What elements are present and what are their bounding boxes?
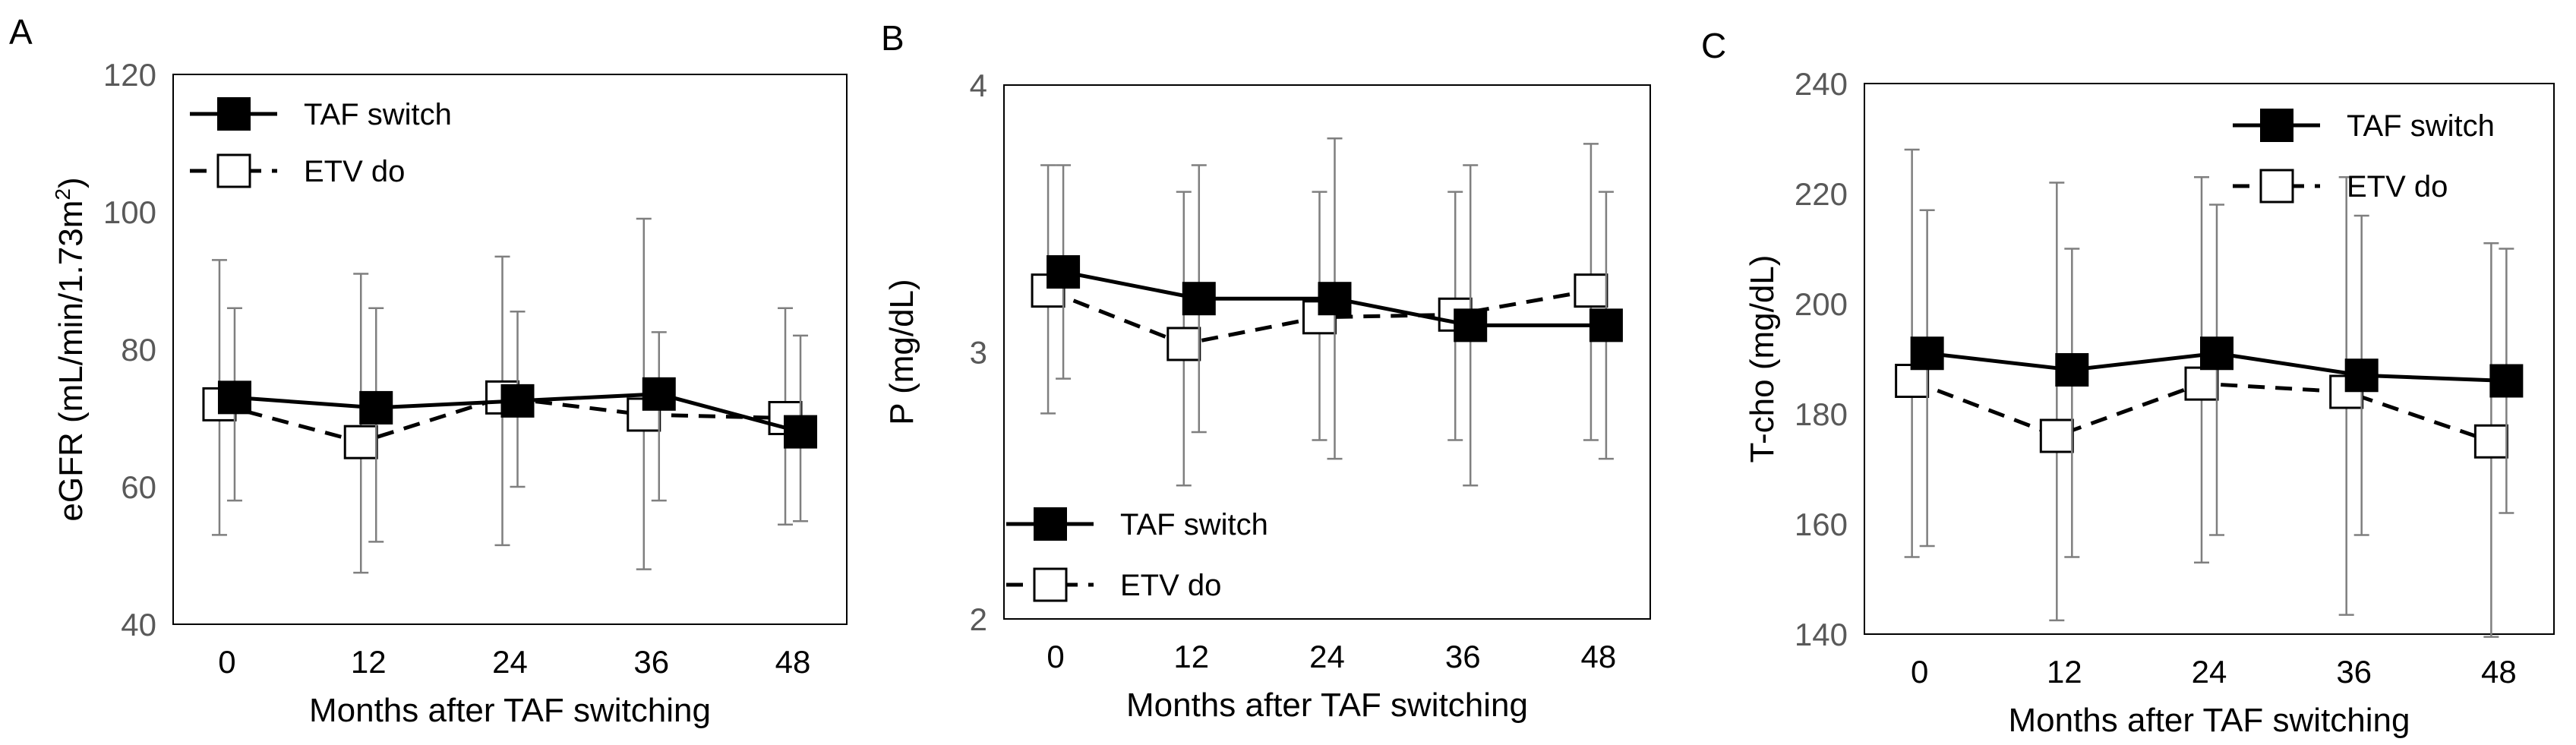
series-line	[219, 395, 786, 444]
y-tick-label: 240	[1795, 66, 1848, 102]
y-axis-title: P (mg/dL)	[883, 279, 920, 425]
legend-marker	[217, 97, 251, 131]
plot-frame	[1003, 84, 1651, 620]
x-axis-title: Months after TAF switching	[2008, 702, 2410, 739]
legend-label: ETV do	[1120, 569, 1221, 602]
x-tick-label: 48	[775, 644, 811, 680]
plot-frame	[172, 74, 848, 625]
data-point	[2344, 358, 2379, 393]
x-tick-label: 12	[2047, 654, 2082, 690]
y-axis-title: T-cho (mg/dL)	[1744, 255, 1781, 463]
data-point	[1589, 308, 1623, 343]
y-axis-title: eGFR (mL/min/1.73m2)	[51, 177, 90, 521]
data-point	[1910, 336, 1944, 371]
legend: TAF switch ETV do	[190, 97, 452, 188]
data-point	[2184, 366, 2219, 401]
y-tick-label: 160	[1795, 507, 1848, 542]
y-tick-label: 120	[103, 57, 156, 93]
y-tick-label: 40	[121, 607, 156, 642]
legend-label: TAF switch	[1120, 508, 1268, 541]
panel-letter-b: B	[881, 18, 904, 58]
legend-label: TAF switch	[304, 98, 452, 131]
panel-letter-c: C	[1701, 26, 1726, 65]
x-tick-label: 12	[1173, 639, 1209, 674]
data-point	[343, 425, 378, 459]
y-tick-label: 3	[970, 335, 987, 371]
legend-marker	[2259, 169, 2294, 204]
chart-panel-c: 140 160 180 200 220 240 0 12 24 36 48 Months after …	[1744, 66, 2555, 739]
series-etv-do	[1895, 148, 2508, 638]
x-tick-label: 24	[492, 644, 528, 680]
legend-item: ETV do	[2233, 169, 2448, 204]
data-point	[784, 415, 818, 449]
data-point	[1574, 273, 1608, 308]
data-point	[1166, 327, 1201, 361]
legend-marker	[1034, 507, 1067, 541]
x-tick-label: 36	[1445, 639, 1481, 674]
data-point	[1318, 282, 1352, 316]
x-tick-label: 24	[1309, 639, 1345, 674]
data-point	[1046, 255, 1081, 289]
x-tick-label: 0	[218, 644, 235, 680]
data-point	[500, 384, 535, 418]
data-point	[642, 377, 676, 411]
y-tick-label: 220	[1795, 176, 1848, 212]
data-point	[1454, 308, 1488, 343]
legend-marker	[216, 153, 251, 188]
series-taf-switch	[1910, 204, 2524, 558]
plot-frame	[1864, 83, 2555, 635]
legend: TAF switch ETV do	[1006, 507, 1268, 602]
x-tick-label: 48	[2481, 654, 2517, 690]
legend-item: TAF switch	[1006, 507, 1268, 541]
legend-label: ETV do	[304, 155, 405, 188]
data-point	[2039, 418, 2074, 453]
x-axis-title: Months after TAF switching	[309, 692, 711, 729]
legend: TAF switch ETV do	[2233, 109, 2495, 204]
legend-item: TAF switch	[190, 97, 452, 131]
x-axis-title: Months after TAF switching	[1126, 687, 1528, 724]
y-tick-label: 2	[970, 601, 987, 637]
legend-marker	[2260, 109, 2293, 142]
legend-item: ETV do	[1006, 567, 1221, 602]
data-point	[2473, 424, 2508, 459]
x-tick-label: 36	[633, 644, 669, 680]
data-point	[2489, 364, 2524, 398]
y-tick-label: 4	[970, 68, 987, 103]
y-tick-label: 140	[1795, 617, 1848, 652]
legend-item: ETV do	[190, 153, 405, 188]
y-tick-label: 180	[1795, 396, 1848, 432]
data-point	[217, 380, 251, 415]
x-tick-label: 36	[2336, 654, 2372, 690]
legend-label: TAF switch	[2347, 109, 2495, 143]
series-taf-switch	[217, 307, 818, 543]
y-tick-label: 60	[121, 469, 156, 505]
y-tick-label: 80	[121, 332, 156, 368]
legend-item: TAF switch	[2233, 109, 2495, 143]
series-taf-switch	[1046, 137, 1623, 487]
data-point	[359, 390, 393, 425]
panel-letter-a: A	[9, 12, 33, 52]
x-tick-label: 12	[351, 644, 387, 680]
y-tick-label: 200	[1795, 286, 1848, 322]
data-point	[2200, 336, 2233, 371]
y-tick-label: 100	[103, 194, 156, 230]
legend-label: ETV do	[2347, 170, 2448, 204]
chart-panel-a: 40 60 80 100 120 0 12 24 36 48 Months after TAF sw…	[51, 57, 848, 729]
legend-marker	[1033, 567, 1068, 602]
x-tick-label: 0	[1046, 639, 1064, 674]
chart-panel-b: 2 3 4 0 12 24 36 48 Months after TAF switching P …	[883, 68, 1651, 724]
x-tick-label: 0	[1911, 654, 1928, 690]
data-point	[2055, 353, 2089, 387]
x-tick-label: 24	[2192, 654, 2227, 690]
x-tick-label: 48	[1581, 639, 1617, 674]
data-point	[1182, 282, 1216, 316]
